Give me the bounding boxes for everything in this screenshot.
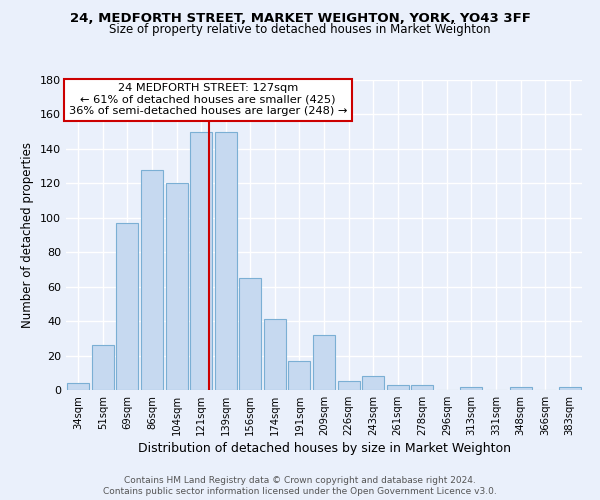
Bar <box>67 383 89 390</box>
Bar <box>264 320 286 390</box>
Bar <box>559 386 581 390</box>
Bar <box>509 386 532 390</box>
Bar <box>411 385 433 390</box>
Bar <box>92 345 114 390</box>
Text: 24 MEDFORTH STREET: 127sqm
← 61% of detached houses are smaller (425)
36% of sem: 24 MEDFORTH STREET: 127sqm ← 61% of deta… <box>69 83 347 116</box>
Text: Contains public sector information licensed under the Open Government Licence v3: Contains public sector information licen… <box>103 488 497 496</box>
Bar <box>190 132 212 390</box>
Bar <box>215 132 237 390</box>
Bar <box>386 385 409 390</box>
Bar <box>141 170 163 390</box>
Bar <box>338 382 359 390</box>
Bar <box>116 223 139 390</box>
Bar <box>313 335 335 390</box>
Bar <box>239 278 262 390</box>
Text: 24, MEDFORTH STREET, MARKET WEIGHTON, YORK, YO43 3FF: 24, MEDFORTH STREET, MARKET WEIGHTON, YO… <box>70 12 530 26</box>
Bar <box>166 184 188 390</box>
X-axis label: Distribution of detached houses by size in Market Weighton: Distribution of detached houses by size … <box>137 442 511 455</box>
Y-axis label: Number of detached properties: Number of detached properties <box>22 142 34 328</box>
Text: Size of property relative to detached houses in Market Weighton: Size of property relative to detached ho… <box>109 24 491 36</box>
Bar <box>362 376 384 390</box>
Bar <box>460 386 482 390</box>
Text: Contains HM Land Registry data © Crown copyright and database right 2024.: Contains HM Land Registry data © Crown c… <box>124 476 476 485</box>
Bar <box>289 360 310 390</box>
